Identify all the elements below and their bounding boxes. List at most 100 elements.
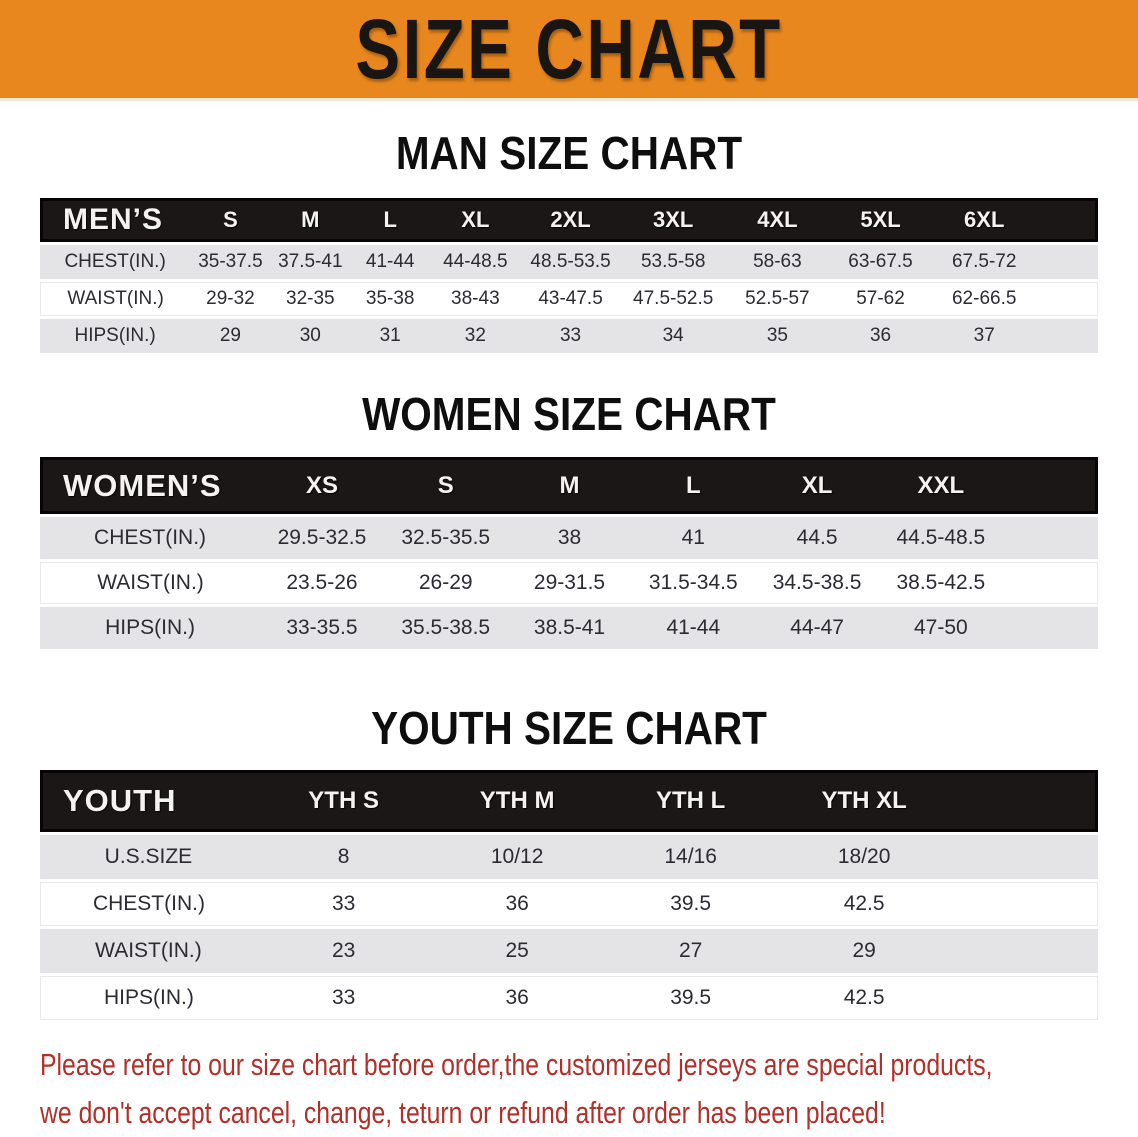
youth-section-heading: YOUTH SIZE CHART xyxy=(371,702,767,754)
size-column-header: XL xyxy=(430,198,521,242)
disclaimer-line-1: Please refer to our size chart before or… xyxy=(40,1047,993,1082)
size-value-cell: 62-66.5 xyxy=(931,282,1037,316)
size-value-cell: 14/16 xyxy=(603,835,778,879)
banner: SIZE CHART xyxy=(0,0,1138,101)
size-value-cell: 29 xyxy=(777,929,951,973)
size-value-cell: 32-35 xyxy=(270,282,350,316)
row-label: U.S.SIZE xyxy=(40,835,257,879)
size-value-cell: 35-37.5 xyxy=(190,245,271,279)
size-value-cell: 32 xyxy=(430,319,521,353)
table-group-label: YOUTH xyxy=(40,770,257,832)
men-size-table: MEN’S S M L XL 2XL 3XL 4XL 5XL 6XL CHEST(IN.) 35-37… xyxy=(40,195,1098,356)
size-value-cell: 44-48.5 xyxy=(430,245,521,279)
size-value-cell: 23 xyxy=(256,929,431,973)
row-label: HIPS(IN.) xyxy=(40,607,261,649)
table-row: HIPS(IN.) 33-35.5 35.5-38.5 38.5-41 41-44 44-… xyxy=(40,607,1098,649)
header-row: WOMEN’S XS S M L XL XXL xyxy=(40,457,1098,514)
row-label: WAIST(IN.) xyxy=(40,562,261,604)
size-value-cell: 26-29 xyxy=(383,562,508,604)
size-value-cell: 48.5-53.5 xyxy=(520,245,621,279)
size-column-header: 5XL xyxy=(829,198,932,242)
size-value-cell: 31 xyxy=(349,319,431,353)
row-label: WAIST(IN.) xyxy=(40,282,191,316)
size-value-cell: 27 xyxy=(603,929,778,973)
size-column-header: L xyxy=(349,198,431,242)
table-row: CHEST(IN.) 35-37.5 37.5-41 41-44 44-48.5 48.5… xyxy=(40,245,1098,279)
table-group-label: MEN’S xyxy=(40,198,191,242)
size-value-cell: 42.5 xyxy=(777,976,951,1020)
header-filler-cell xyxy=(1002,457,1098,514)
size-value-cell: 35.5-38.5 xyxy=(383,607,508,649)
table-row: WAIST(IN.) 23.5-26 26-29 29-31.5 31.5-34.5 34… xyxy=(40,562,1098,604)
size-value-cell: 18/20 xyxy=(777,835,951,879)
size-value-cell: 38 xyxy=(507,517,632,559)
size-value-cell: 67.5-72 xyxy=(931,245,1037,279)
table-row: CHEST(IN.) 33 36 39.5 42.5 xyxy=(40,882,1098,926)
size-value-cell: 23.5-26 xyxy=(260,562,384,604)
row-filler-cell xyxy=(1036,245,1098,279)
table-group-label: WOMEN’S xyxy=(40,457,261,514)
size-value-cell: 41-44 xyxy=(631,607,756,649)
size-value-cell: 29.5-32.5 xyxy=(260,517,384,559)
size-value-cell: 42.5 xyxy=(777,882,951,926)
size-value-cell: 41 xyxy=(631,517,756,559)
size-value-cell: 10/12 xyxy=(430,835,604,879)
row-filler-cell xyxy=(1036,319,1098,353)
size-value-cell: 36 xyxy=(430,882,604,926)
size-column-header: S xyxy=(190,198,271,242)
size-value-cell: 41-44 xyxy=(349,245,431,279)
table-row: WAIST(IN.) 29-32 32-35 35-38 38-43 43-47.5 47.… xyxy=(40,282,1098,316)
size-value-cell: 34 xyxy=(620,319,726,353)
table-row: CHEST(IN.) 29.5-32.5 32.5-35.5 38 41 44.5 44.5… xyxy=(40,517,1098,559)
size-value-cell: 39.5 xyxy=(603,882,778,926)
size-table: WOMEN’S XS S M L XL XXL CHEST(IN.) 29.5-32.5 32.5… xyxy=(40,454,1098,652)
size-value-cell: 57-62 xyxy=(829,282,932,316)
size-column-header: XL xyxy=(755,457,879,514)
table-row: U.S.SIZE 8 10/12 14/16 18/20 xyxy=(40,835,1098,879)
size-value-cell: 38-43 xyxy=(430,282,521,316)
size-value-cell: 34.5-38.5 xyxy=(755,562,879,604)
header-filler-cell xyxy=(950,770,1098,832)
size-value-cell: 29 xyxy=(190,319,271,353)
size-value-cell: 33-35.5 xyxy=(260,607,384,649)
size-value-cell: 35-38 xyxy=(349,282,431,316)
size-column-header: YTH M xyxy=(430,770,604,832)
row-label: HIPS(IN.) xyxy=(40,976,257,1020)
size-column-header: XS xyxy=(260,457,384,514)
size-value-cell: 58-63 xyxy=(725,245,830,279)
size-value-cell: 44.5 xyxy=(755,517,879,559)
row-filler-cell xyxy=(950,976,1098,1020)
size-value-cell: 33 xyxy=(520,319,621,353)
header-row: MEN’S S M L XL 2XL 3XL 4XL 5XL 6XL xyxy=(40,198,1098,242)
row-label: CHEST(IN.) xyxy=(40,882,257,926)
table-row: HIPS(IN.) 33 36 39.5 42.5 xyxy=(40,976,1098,1020)
size-value-cell: 43-47.5 xyxy=(520,282,621,316)
size-column-header: L xyxy=(631,457,756,514)
size-table: MEN’S S M L XL 2XL 3XL 4XL 5XL 6XL CHEST(IN.) 35-37… xyxy=(40,195,1098,356)
disclaimer: Please refer to our size chart before or… xyxy=(40,1041,1138,1137)
size-column-header: M xyxy=(507,457,632,514)
size-value-cell: 32.5-35.5 xyxy=(383,517,508,559)
size-value-cell: 53.5-58 xyxy=(620,245,726,279)
size-value-cell: 44-47 xyxy=(755,607,879,649)
women-section-heading: WOMEN SIZE CHART xyxy=(362,388,776,440)
size-column-header: YTH XL xyxy=(777,770,951,832)
men-section-heading: MAN SIZE CHART xyxy=(395,127,743,179)
size-value-cell: 33 xyxy=(256,882,431,926)
size-table: YOUTH YTH S YTH M YTH L YTH XL U.S.SIZE 8 10/12… xyxy=(40,767,1098,1023)
section-youth: YOUTH SIZE CHART YOUTH YTH S YTH M YTH L YTH… xyxy=(0,702,1138,1023)
size-column-header: 4XL xyxy=(725,198,830,242)
size-value-cell: 29-32 xyxy=(190,282,271,316)
size-value-cell: 36 xyxy=(829,319,932,353)
row-label: WAIST(IN.) xyxy=(40,929,257,973)
size-value-cell: 52.5-57 xyxy=(725,282,830,316)
row-filler-cell xyxy=(1002,517,1098,559)
size-value-cell: 37.5-41 xyxy=(270,245,350,279)
size-column-header: 3XL xyxy=(620,198,726,242)
banner-title: SIZE CHART xyxy=(355,2,783,96)
size-value-cell: 31.5-34.5 xyxy=(631,562,756,604)
row-filler-cell xyxy=(1036,282,1098,316)
size-column-header: XXL xyxy=(878,457,1003,514)
size-value-cell: 39.5 xyxy=(603,976,778,1020)
